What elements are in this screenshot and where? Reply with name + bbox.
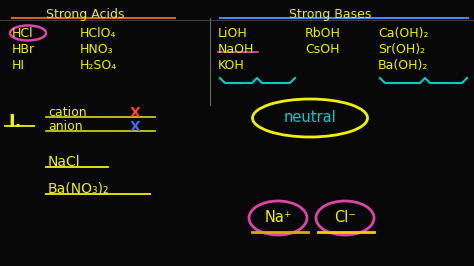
Text: Cl⁻: Cl⁻ (334, 210, 356, 226)
Text: neutral: neutral (283, 110, 337, 126)
Text: HNO₃: HNO₃ (80, 43, 114, 56)
Text: NaCl: NaCl (48, 155, 81, 169)
Text: I.: I. (8, 113, 21, 131)
Text: Na⁺: Na⁺ (264, 210, 292, 226)
Text: Ba(NO₃)₂: Ba(NO₃)₂ (48, 181, 109, 195)
Text: HI: HI (12, 59, 25, 72)
Text: LiOH: LiOH (218, 27, 248, 40)
Text: H₂SO₄: H₂SO₄ (80, 59, 117, 72)
Text: X: X (130, 120, 141, 134)
Text: X: X (130, 106, 141, 120)
Text: KOH: KOH (218, 59, 245, 72)
Text: Sr(OH)₂: Sr(OH)₂ (378, 43, 425, 56)
Text: HClO₄: HClO₄ (80, 27, 117, 40)
Text: Strong Bases: Strong Bases (289, 8, 371, 21)
Text: anion: anion (48, 120, 82, 133)
Text: cation: cation (48, 106, 87, 119)
Text: NaOH: NaOH (218, 43, 255, 56)
Text: Ba(OH)₂: Ba(OH)₂ (378, 59, 428, 72)
Text: HCl: HCl (12, 27, 34, 40)
Text: Strong Acids: Strong Acids (46, 8, 124, 21)
Text: RbOH: RbOH (305, 27, 341, 40)
Text: Ca(OH)₂: Ca(OH)₂ (378, 27, 428, 40)
Text: CsOH: CsOH (305, 43, 339, 56)
Text: HBr: HBr (12, 43, 35, 56)
